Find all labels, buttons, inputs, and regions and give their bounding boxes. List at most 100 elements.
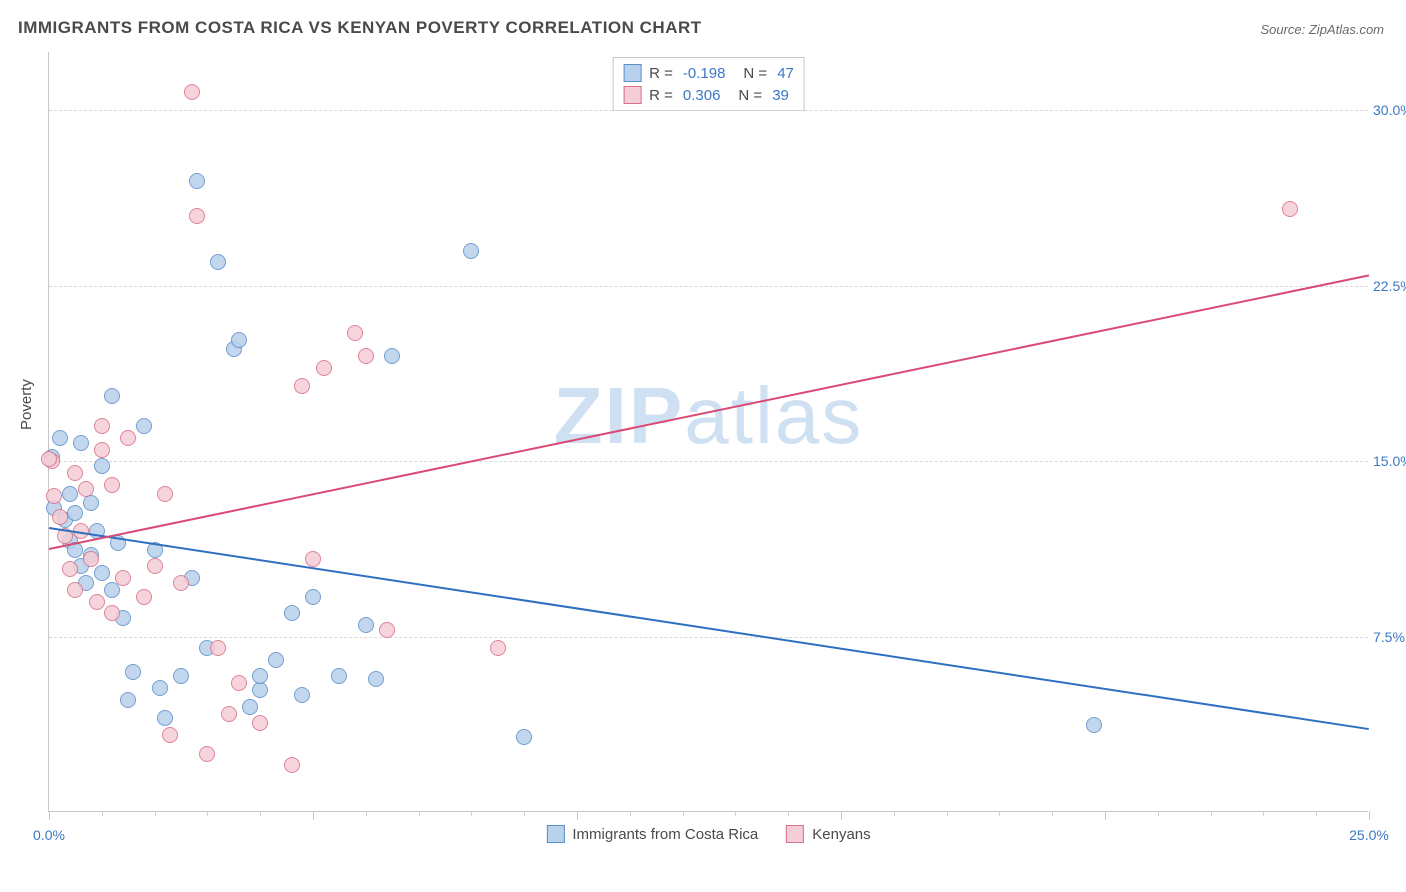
scatter-point-costa_rica <box>136 418 152 434</box>
scatter-point-kenyans <box>284 757 300 773</box>
x-tick-minor <box>524 811 525 816</box>
scatter-point-costa_rica <box>157 710 173 726</box>
x-tick-minor <box>1316 811 1317 816</box>
scatter-point-kenyans <box>252 715 268 731</box>
scatter-point-costa_rica <box>125 664 141 680</box>
scatter-point-costa_rica <box>173 668 189 684</box>
legend-series-label: Kenyans <box>812 826 870 843</box>
y-axis-label: Poverty <box>18 379 35 430</box>
x-tick-label: 25.0% <box>1349 827 1389 843</box>
scatter-point-kenyans <box>231 675 247 691</box>
x-tick-minor <box>102 811 103 816</box>
x-tick-major <box>1369 811 1370 820</box>
y-tick-label: 30.0% <box>1373 102 1406 118</box>
scatter-point-costa_rica <box>284 605 300 621</box>
x-tick-major <box>313 811 314 820</box>
x-tick-minor <box>366 811 367 816</box>
scatter-point-costa_rica <box>268 652 284 668</box>
x-tick-minor <box>630 811 631 816</box>
scatter-point-costa_rica <box>120 692 136 708</box>
x-tick-minor <box>1211 811 1212 816</box>
scatter-point-kenyans <box>162 727 178 743</box>
legend-correlation-row: R =-0.198N =47 <box>623 62 794 84</box>
scatter-point-costa_rica <box>358 617 374 633</box>
scatter-point-kenyans <box>189 208 205 224</box>
scatter-point-kenyans <box>210 640 226 656</box>
scatter-point-costa_rica <box>242 699 258 715</box>
legend-series: Immigrants from Costa Rica Kenyans <box>546 825 870 843</box>
scatter-point-costa_rica <box>384 348 400 364</box>
source-label: Source: ZipAtlas.com <box>1260 22 1384 37</box>
x-tick-minor <box>1052 811 1053 816</box>
scatter-point-costa_rica <box>210 254 226 270</box>
x-tick-major <box>1105 811 1106 820</box>
scatter-point-kenyans <box>379 622 395 638</box>
scatter-point-costa_rica <box>231 332 247 348</box>
y-tick-label: 22.5% <box>1373 278 1406 294</box>
scatter-point-costa_rica <box>94 565 110 581</box>
scatter-point-kenyans <box>490 640 506 656</box>
legend-correlation-row: R =0.306N =39 <box>623 84 794 106</box>
scatter-point-costa_rica <box>152 680 168 696</box>
scatter-point-kenyans <box>104 605 120 621</box>
scatter-point-costa_rica <box>516 729 532 745</box>
scatter-point-costa_rica <box>104 388 120 404</box>
legend-correlation-box: R =-0.198N =47R =0.306N =39 <box>612 57 805 111</box>
scatter-point-kenyans <box>305 551 321 567</box>
scatter-point-kenyans <box>184 84 200 100</box>
scatter-point-costa_rica <box>368 671 384 687</box>
x-tick-minor <box>999 811 1000 816</box>
legend-series-item: Kenyans <box>786 825 870 843</box>
legend-swatch <box>546 825 564 843</box>
scatter-point-kenyans <box>294 378 310 394</box>
legend-swatch <box>623 86 641 104</box>
scatter-point-kenyans <box>316 360 332 376</box>
scatter-point-kenyans <box>83 551 99 567</box>
scatter-point-costa_rica <box>294 687 310 703</box>
trend-line-kenyans <box>49 274 1369 550</box>
x-tick-minor <box>207 811 208 816</box>
x-tick-minor <box>788 811 789 816</box>
scatter-point-kenyans <box>199 746 215 762</box>
x-tick-minor <box>471 811 472 816</box>
x-tick-minor <box>735 811 736 816</box>
x-tick-major <box>49 811 50 820</box>
x-tick-minor <box>947 811 948 816</box>
scatter-point-kenyans <box>157 486 173 502</box>
legend-series-label: Immigrants from Costa Rica <box>572 826 758 843</box>
y-tick-label: 7.5% <box>1373 629 1406 645</box>
gridline <box>49 461 1368 462</box>
scatter-point-kenyans <box>358 348 374 364</box>
scatter-point-kenyans <box>221 706 237 722</box>
x-tick-label: 0.0% <box>33 827 65 843</box>
scatter-point-kenyans <box>94 418 110 434</box>
scatter-point-kenyans <box>46 488 62 504</box>
scatter-point-kenyans <box>62 561 78 577</box>
x-tick-major <box>841 811 842 820</box>
scatter-point-kenyans <box>89 594 105 610</box>
scatter-point-kenyans <box>104 477 120 493</box>
legend-swatch <box>623 64 641 82</box>
x-tick-minor <box>260 811 261 816</box>
scatter-point-kenyans <box>78 481 94 497</box>
scatter-point-kenyans <box>1282 201 1298 217</box>
scatter-point-kenyans <box>115 570 131 586</box>
scatter-point-kenyans <box>41 451 57 467</box>
scatter-point-costa_rica <box>83 495 99 511</box>
watermark: ZIPatlas <box>554 370 863 462</box>
scatter-point-costa_rica <box>189 173 205 189</box>
chart-title: IMMIGRANTS FROM COSTA RICA VS KENYAN POV… <box>18 18 702 38</box>
x-tick-minor <box>894 811 895 816</box>
scatter-point-costa_rica <box>252 668 268 684</box>
scatter-point-costa_rica <box>62 486 78 502</box>
scatter-point-costa_rica <box>305 589 321 605</box>
scatter-point-kenyans <box>120 430 136 446</box>
scatter-point-costa_rica <box>67 505 83 521</box>
scatter-point-costa_rica <box>463 243 479 259</box>
scatter-point-costa_rica <box>94 458 110 474</box>
legend-swatch <box>786 825 804 843</box>
scatter-point-costa_rica <box>52 430 68 446</box>
scatter-point-kenyans <box>67 465 83 481</box>
scatter-point-kenyans <box>147 558 163 574</box>
scatter-point-kenyans <box>67 582 83 598</box>
